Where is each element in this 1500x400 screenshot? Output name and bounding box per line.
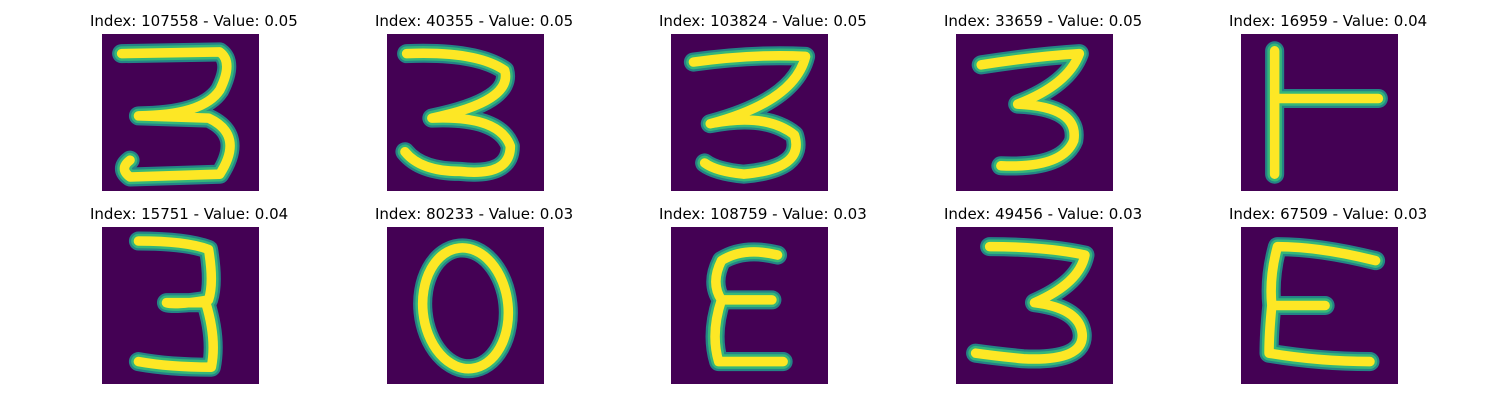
digit-3-glyph bbox=[395, 43, 520, 182]
panel-title: Index: 108759 - Value: 0.03 bbox=[659, 205, 867, 223]
digit-image bbox=[956, 34, 1113, 191]
digit-image bbox=[671, 34, 828, 191]
digit-image bbox=[1241, 34, 1398, 191]
digit-3-glyph bbox=[966, 237, 1095, 369]
panel-title: Index: 49456 - Value: 0.03 bbox=[944, 205, 1143, 223]
panel-title: Index: 107558 - Value: 0.05 bbox=[90, 12, 298, 30]
panel-title: Index: 103824 - Value: 0.05 bbox=[659, 12, 867, 30]
digit-3-glyph bbox=[971, 44, 1089, 176]
digit-image bbox=[956, 227, 1113, 384]
digit-3-glyph bbox=[112, 42, 240, 187]
digit-image bbox=[671, 227, 828, 384]
digit-3-glyph bbox=[683, 46, 816, 184]
panel-title: Index: 33659 - Value: 0.05 bbox=[944, 12, 1143, 30]
digit-image bbox=[387, 227, 544, 384]
digit-t-glyph bbox=[1265, 41, 1388, 184]
panel-title: Index: 80233 - Value: 0.03 bbox=[375, 205, 574, 223]
panel-title: Index: 16959 - Value: 0.04 bbox=[1229, 12, 1428, 30]
panel-title: Index: 40355 - Value: 0.05 bbox=[375, 12, 574, 30]
digit-3-glyph bbox=[128, 231, 223, 377]
digit-image bbox=[102, 227, 259, 384]
panel-title: Index: 67509 - Value: 0.03 bbox=[1229, 205, 1428, 223]
digit-image bbox=[1241, 227, 1398, 384]
digit-image bbox=[102, 34, 259, 191]
panel-title: Index: 15751 - Value: 0.04 bbox=[90, 205, 289, 223]
digit-e-glyph bbox=[1259, 237, 1386, 372]
digit-0-glyph bbox=[413, 238, 518, 379]
digit-e-mirrored-glyph bbox=[705, 242, 793, 372]
digit-image bbox=[387, 34, 544, 191]
